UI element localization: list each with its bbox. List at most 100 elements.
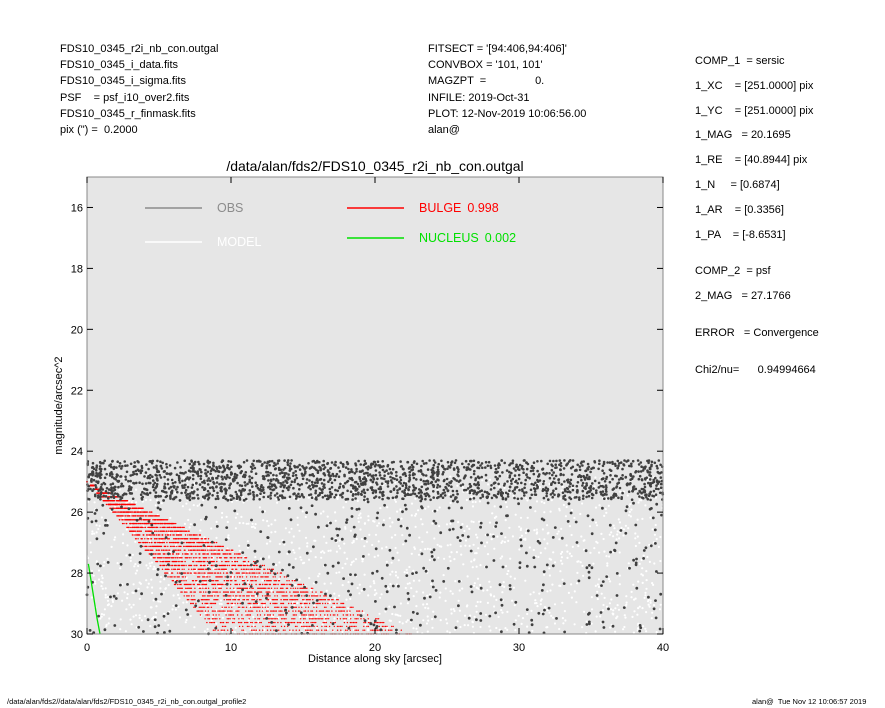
bulge-point (235, 568, 237, 570)
model-point (412, 569, 415, 572)
model-point (237, 493, 240, 496)
obs-point (429, 498, 432, 502)
bulge-point (204, 602, 206, 605)
model-point (138, 614, 141, 617)
bulge-point (336, 614, 339, 616)
bulge-point (146, 534, 148, 536)
model-point (163, 612, 166, 615)
bulge-point (224, 606, 226, 608)
bulge-point (225, 553, 227, 555)
bulge-point (289, 591, 291, 593)
bulge-point (305, 625, 307, 628)
bulge-point (233, 618, 236, 620)
model-point (252, 615, 255, 619)
bulge-point (185, 583, 188, 586)
model-point (394, 500, 397, 503)
model-point (641, 607, 644, 610)
model-point (126, 597, 129, 600)
bulge-point (259, 614, 262, 616)
bulge-point (281, 610, 283, 612)
model-point (603, 596, 606, 600)
bulge-point (199, 576, 201, 578)
model-point (618, 551, 621, 554)
bulge-point (299, 591, 302, 593)
model-point (394, 571, 397, 574)
model-point (539, 603, 542, 606)
bulge-point (278, 610, 280, 612)
bulge-point (196, 534, 198, 536)
bulge-point (346, 621, 349, 624)
model-point (442, 574, 445, 577)
model-point (169, 550, 172, 553)
model-point (342, 506, 345, 509)
model-point (315, 626, 318, 630)
bulge-point (251, 583, 253, 586)
bulge-point (320, 599, 323, 601)
bulge-point (191, 553, 193, 555)
model-point (388, 517, 391, 520)
bulge-point (264, 614, 266, 616)
bulge-point (227, 629, 229, 631)
model-point (501, 555, 504, 558)
model-point (616, 615, 619, 618)
obs-point (273, 494, 277, 497)
bulge-point (195, 560, 197, 563)
bulge-point (221, 606, 223, 608)
obs-point (186, 492, 190, 496)
model-point (547, 531, 550, 535)
bulge-point (254, 625, 256, 628)
model-point (267, 524, 270, 527)
bulge-point (303, 610, 305, 612)
model-point (246, 546, 250, 549)
model-point (642, 554, 645, 557)
obs-point (436, 483, 440, 487)
bulge-point (155, 522, 157, 525)
model-point (290, 527, 293, 530)
obs-point (514, 469, 517, 472)
bulge-point (217, 583, 220, 586)
model-point (218, 558, 221, 561)
bulge-point (344, 618, 346, 620)
model-point (561, 485, 564, 488)
model-point (539, 599, 543, 602)
obs-point (134, 469, 138, 473)
model-point (583, 610, 586, 613)
model-point (178, 616, 182, 619)
bulge-point (330, 621, 332, 624)
model-point (243, 562, 247, 565)
bulge-point (352, 625, 354, 628)
bulge-point (247, 560, 250, 563)
bulge-point (228, 595, 231, 597)
model-point (384, 610, 387, 613)
bulge-point (203, 595, 205, 597)
model-point (270, 523, 273, 526)
model-point (521, 617, 525, 620)
model-point (210, 527, 213, 530)
obs-point (154, 486, 157, 490)
model-point (341, 630, 344, 634)
obs-point (509, 479, 513, 483)
bulge-point (233, 587, 235, 589)
bulge-point (304, 610, 307, 612)
bulge-point (138, 541, 141, 544)
bulge-point (246, 595, 248, 597)
bulge-point (151, 541, 153, 544)
bulge-point (129, 515, 131, 517)
bulge-point (213, 599, 215, 601)
model-point (632, 583, 635, 586)
bulge-point (321, 625, 323, 628)
bulge-point (143, 541, 145, 544)
bulge-point (211, 595, 214, 597)
bulge-point (299, 610, 301, 612)
model-point (517, 614, 520, 617)
bulge-point (237, 599, 239, 601)
model-point (501, 611, 504, 614)
model-point (537, 555, 540, 559)
model-point (313, 604, 316, 607)
bulge-point (166, 530, 168, 532)
model-point (412, 595, 415, 598)
bulge-point (224, 591, 226, 593)
model-point (457, 521, 460, 524)
obs-point (125, 470, 129, 474)
bulge-point (324, 595, 326, 597)
